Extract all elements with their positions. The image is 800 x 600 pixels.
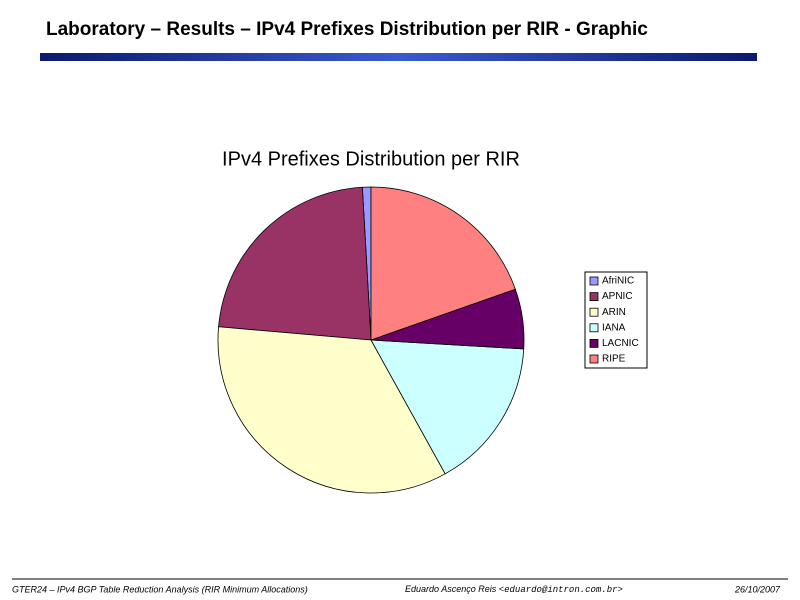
legend-swatch xyxy=(589,323,599,333)
legend-label: LACNIC xyxy=(602,338,639,349)
footer-author: Eduardo Ascenço Reis <eduardo@intron.com… xyxy=(405,584,623,595)
legend-swatch xyxy=(589,354,599,364)
pie-slice xyxy=(370,339,525,475)
legend-swatch xyxy=(589,276,599,286)
legend-box xyxy=(584,271,648,369)
footer-left: GTER24 – IPv4 BGP Table Reduction Analys… xyxy=(12,584,308,594)
slide-title: Laboratory – Results – IPv4 Prefixes Dis… xyxy=(46,19,648,40)
legend-swatch xyxy=(589,292,599,302)
pie-slice xyxy=(217,326,446,494)
legend-label: AfriNIC xyxy=(602,276,634,287)
author: Eduardo Ascenço Reis xyxy=(405,584,499,594)
email: <eduardo@intron.com.br> xyxy=(499,585,623,595)
legend: AfriNIC APNIC ARIN IANA LACNIC RIPE xyxy=(589,276,639,365)
legend-swatch xyxy=(589,307,599,317)
legend-label: APNIC xyxy=(602,291,633,302)
chart-title: IPv4 Prefixes Distribution per RIR xyxy=(222,148,520,170)
footer-date: 26/10/2007 xyxy=(734,584,781,594)
pie xyxy=(217,186,525,494)
legend-label: ARIN xyxy=(602,307,626,318)
pie-slice xyxy=(370,186,516,341)
legend-label: RIPE xyxy=(602,354,626,365)
legend-label: IANA xyxy=(602,322,626,333)
pie-slice xyxy=(218,186,372,341)
title-bar xyxy=(40,53,757,61)
legend-swatch xyxy=(589,338,599,348)
